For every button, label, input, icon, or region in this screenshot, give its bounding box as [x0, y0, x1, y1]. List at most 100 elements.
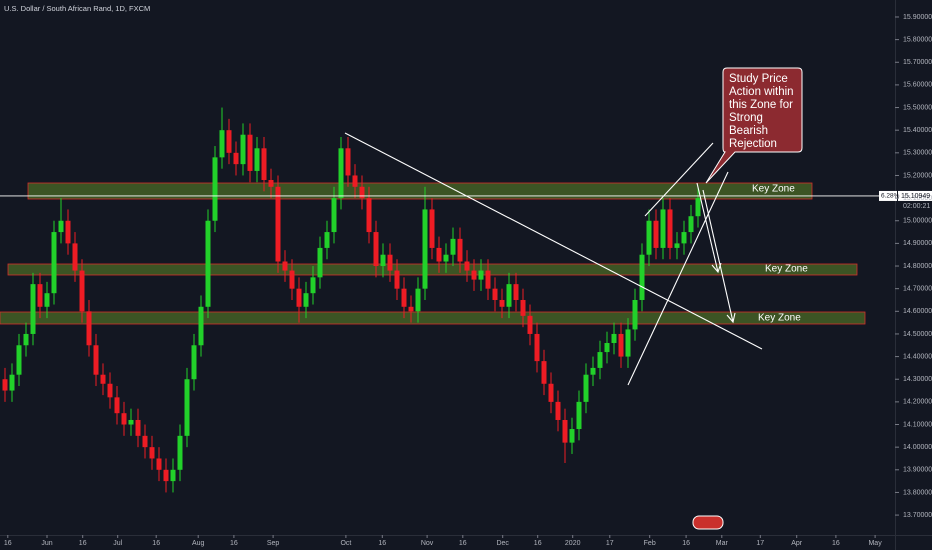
candle-body — [618, 333, 624, 357]
candle-body — [646, 220, 652, 255]
candle-body — [457, 238, 463, 262]
x-tick-label: Nov — [421, 540, 434, 547]
candle-body — [289, 270, 295, 289]
candle-body — [282, 261, 288, 271]
candle-body — [100, 374, 106, 384]
candle-body — [394, 270, 400, 289]
candle-body — [562, 419, 568, 443]
x-tick-label: Jun — [41, 540, 52, 547]
candle-body — [625, 329, 631, 357]
change-label: 6.28% — [881, 193, 900, 200]
annotation-text: Rejection — [729, 138, 777, 150]
candle-body — [583, 374, 589, 402]
arrow — [702, 189, 734, 323]
candle-body — [611, 333, 617, 344]
candle-body — [597, 352, 603, 368]
trend-line — [627, 171, 729, 386]
x-tick-label: Aug — [192, 540, 205, 547]
y-tick-label: 15.30000 — [903, 150, 932, 157]
y-tick-label: 15.10000 — [903, 195, 932, 202]
candle-body — [415, 288, 421, 312]
candle-body — [114, 397, 120, 414]
y-tick-label: 14.20000 — [903, 399, 932, 406]
x-tick-label: 16 — [378, 540, 386, 547]
arrow-head — [726, 312, 736, 324]
arrow — [696, 182, 719, 273]
price-box — [898, 190, 932, 201]
candle-body — [51, 232, 57, 294]
candle-body — [527, 315, 533, 334]
candle-body — [555, 401, 561, 420]
x-tick-label: Mar — [716, 540, 729, 547]
x-tick-label: 16 — [230, 540, 238, 547]
candle-body — [310, 277, 316, 294]
candle-body — [240, 134, 246, 165]
annotation-text: this Zone for — [729, 99, 793, 111]
y-tick-label: 15.70000 — [903, 59, 932, 66]
candle-body — [450, 238, 456, 255]
candle-body — [695, 198, 701, 217]
candle-body — [408, 306, 414, 312]
candle-body — [401, 288, 407, 307]
candle-body — [226, 130, 232, 153]
x-tick-label: Oct — [340, 540, 351, 547]
candle-body — [485, 270, 491, 289]
candle-body — [464, 261, 470, 271]
y-tick-label: 14.50000 — [903, 331, 932, 338]
zone-label: Key Zone — [765, 264, 808, 275]
annotation-text: Strong — [729, 112, 763, 124]
y-tick-label: 14.60000 — [903, 308, 932, 315]
key-zone — [0, 311, 866, 325]
candle-body — [121, 413, 127, 425]
y-tick-label: 15.00000 — [903, 218, 932, 225]
candle-body — [569, 429, 575, 443]
candle-body — [548, 383, 554, 402]
candle-body — [149, 447, 155, 459]
x-tick-label: Sep — [267, 540, 280, 547]
candle-body — [373, 232, 379, 267]
y-tick-label: 14.30000 — [903, 376, 932, 383]
candle-body — [653, 220, 659, 248]
candle-body — [345, 148, 351, 176]
candle-body — [436, 247, 442, 262]
candle-body — [359, 186, 365, 199]
candle-body — [499, 299, 505, 307]
y-tick-label: 13.90000 — [903, 467, 932, 474]
y-tick-label: 13.80000 — [903, 489, 932, 496]
x-tick-label: Dec — [496, 540, 509, 547]
candle-body — [352, 175, 358, 187]
y-tick-label: 14.80000 — [903, 263, 932, 270]
candle-body — [191, 345, 197, 380]
candle-body — [492, 288, 498, 300]
candle-body — [93, 345, 99, 375]
candle-body — [86, 311, 92, 346]
candle-body — [604, 343, 610, 353]
candle-body — [688, 216, 694, 233]
drawings — [344, 132, 763, 386]
candle-body — [184, 379, 190, 436]
y-tick-label: 14.70000 — [903, 286, 932, 293]
candle-body — [9, 374, 15, 391]
candle-body — [681, 232, 687, 244]
candle-body — [212, 157, 218, 221]
candle-body — [205, 220, 211, 307]
candle-body — [135, 419, 141, 436]
y-tick-label: 14.00000 — [903, 444, 932, 451]
y-tick-label: 15.60000 — [903, 82, 932, 89]
candle-body — [534, 333, 540, 362]
candle-body — [275, 186, 281, 262]
x-tick-label: 16 — [79, 540, 87, 547]
y-tick-label: 15.90000 — [903, 14, 932, 21]
candle-body — [660, 209, 666, 248]
countdown-label: 02:00:21 — [903, 203, 930, 210]
y-tick-label: 14.40000 — [903, 353, 932, 360]
key-zone — [7, 263, 858, 276]
y-tick-label: 15.40000 — [903, 127, 932, 134]
x-tick-label: Apr — [791, 540, 803, 547]
x-tick-label: 16 — [4, 540, 12, 547]
candle-body — [380, 254, 386, 267]
x-tick-label: May — [868, 540, 882, 547]
candle-body — [198, 306, 204, 346]
change-box — [879, 190, 897, 201]
